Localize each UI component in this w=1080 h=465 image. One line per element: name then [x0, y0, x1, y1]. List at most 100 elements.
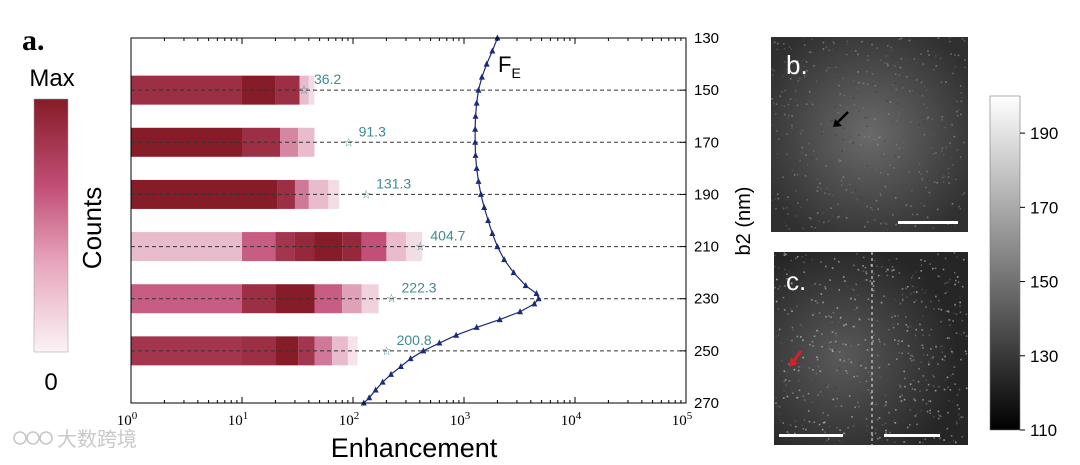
- noise-speck: [817, 186, 819, 188]
- noise-speck: [949, 40, 951, 43]
- noise-speck: [907, 352, 910, 355]
- black-arrow: [833, 111, 849, 127]
- noise-speck: [884, 422, 887, 425]
- fe-curve-point: [407, 355, 414, 362]
- noise-speck: [940, 320, 942, 323]
- noise-speck: [920, 270, 923, 272]
- noise-speck: [858, 134, 861, 136]
- noise-speck: [914, 225, 917, 228]
- noise-speck: [859, 143, 862, 146]
- noise-speck: [775, 300, 778, 303]
- noise-speck: [818, 312, 821, 314]
- fe-curve-point: [517, 308, 524, 315]
- noise-speck: [884, 62, 886, 64]
- noise-speck: [785, 253, 787, 256]
- noise-speck: [948, 337, 951, 340]
- noise-speck: [837, 111, 840, 114]
- mean-value-label: 200.8: [397, 332, 432, 348]
- noise-speck: [791, 326, 794, 329]
- noise-speck: [838, 260, 840, 263]
- noise-speck: [892, 321, 894, 324]
- noise-speck: [873, 219, 876, 221]
- noise-speck: [948, 37, 951, 39]
- noise-speck: [880, 222, 882, 225]
- noise-speck: [845, 370, 848, 372]
- noise-speck: [782, 75, 784, 78]
- noise-speck: [776, 177, 779, 180]
- noise-speck: [845, 343, 847, 346]
- panel-label-c: c.: [786, 266, 806, 296]
- fe-curve-point: [473, 99, 480, 106]
- noise-speck: [944, 355, 946, 358]
- noise-speck: [824, 192, 826, 195]
- noise-speck: [804, 175, 807, 177]
- noise-speck: [872, 108, 875, 111]
- noise-speck: [944, 126, 947, 129]
- noise-speck: [853, 308, 856, 311]
- noise-speck: [959, 311, 962, 314]
- noise-speck: [894, 81, 896, 84]
- noise-speck: [786, 370, 789, 373]
- noise-speck: [915, 328, 918, 331]
- noise-speck: [838, 439, 841, 442]
- noise-speck: [885, 432, 887, 435]
- noise-speck: [843, 148, 845, 150]
- noise-speck: [816, 329, 818, 332]
- noise-speck: [866, 164, 869, 167]
- fe-label-sub: E: [511, 65, 520, 81]
- noise-speck: [826, 386, 829, 389]
- noise-speck: [771, 68, 773, 71]
- noise-speck: [928, 363, 930, 366]
- noise-speck: [948, 441, 951, 444]
- noise-speck: [847, 426, 849, 429]
- noise-speck: [904, 316, 907, 318]
- noise-speck: [845, 362, 848, 365]
- noise-speck: [856, 305, 859, 308]
- noise-speck: [890, 120, 893, 122]
- noise-speck: [805, 61, 808, 63]
- noise-speck: [779, 406, 781, 408]
- noise-speck: [870, 403, 872, 405]
- noise-speck: [801, 130, 804, 132]
- noise-speck: [911, 388, 914, 390]
- noise-speck: [902, 86, 904, 89]
- noise-speck: [898, 272, 901, 274]
- noise-speck: [909, 90, 911, 92]
- noise-speck: [910, 292, 912, 295]
- noise-speck: [925, 389, 928, 391]
- noise-speck: [838, 160, 840, 163]
- fe-curve-point: [372, 386, 379, 393]
- noise-speck: [940, 81, 943, 83]
- noise-speck: [809, 101, 811, 103]
- noise-speck: [867, 388, 870, 391]
- noise-speck: [862, 256, 865, 259]
- noise-speck: [950, 53, 952, 55]
- noise-speck: [903, 398, 906, 401]
- noise-speck: [854, 49, 857, 52]
- noise-speck: [909, 325, 912, 328]
- noise-speck: [919, 441, 921, 444]
- noise-speck: [827, 220, 830, 222]
- noise-speck: [790, 259, 792, 262]
- noise-speck: [845, 189, 848, 192]
- noise-speck: [895, 88, 898, 91]
- noise-speck: [894, 73, 897, 75]
- noise-speck: [851, 288, 854, 290]
- noise-speck: [894, 298, 896, 301]
- noise-speck: [813, 335, 816, 338]
- noise-speck: [913, 301, 916, 303]
- noise-speck: [798, 389, 801, 392]
- noise-speck: [889, 366, 891, 369]
- red-arrow: [789, 350, 803, 367]
- noise-speck: [807, 410, 810, 412]
- fe-curve-point: [489, 47, 496, 54]
- noise-speck: [899, 396, 902, 398]
- noise-speck: [925, 289, 927, 292]
- noise-speck: [925, 186, 928, 189]
- noise-speck: [945, 81, 947, 83]
- noise-speck: [933, 416, 935, 418]
- noise-speck: [859, 160, 862, 163]
- noise-speck: [845, 53, 848, 56]
- gray-colorbar-ticks: 190 170 150 130 110: [1020, 124, 1058, 440]
- noise-speck: [801, 146, 804, 149]
